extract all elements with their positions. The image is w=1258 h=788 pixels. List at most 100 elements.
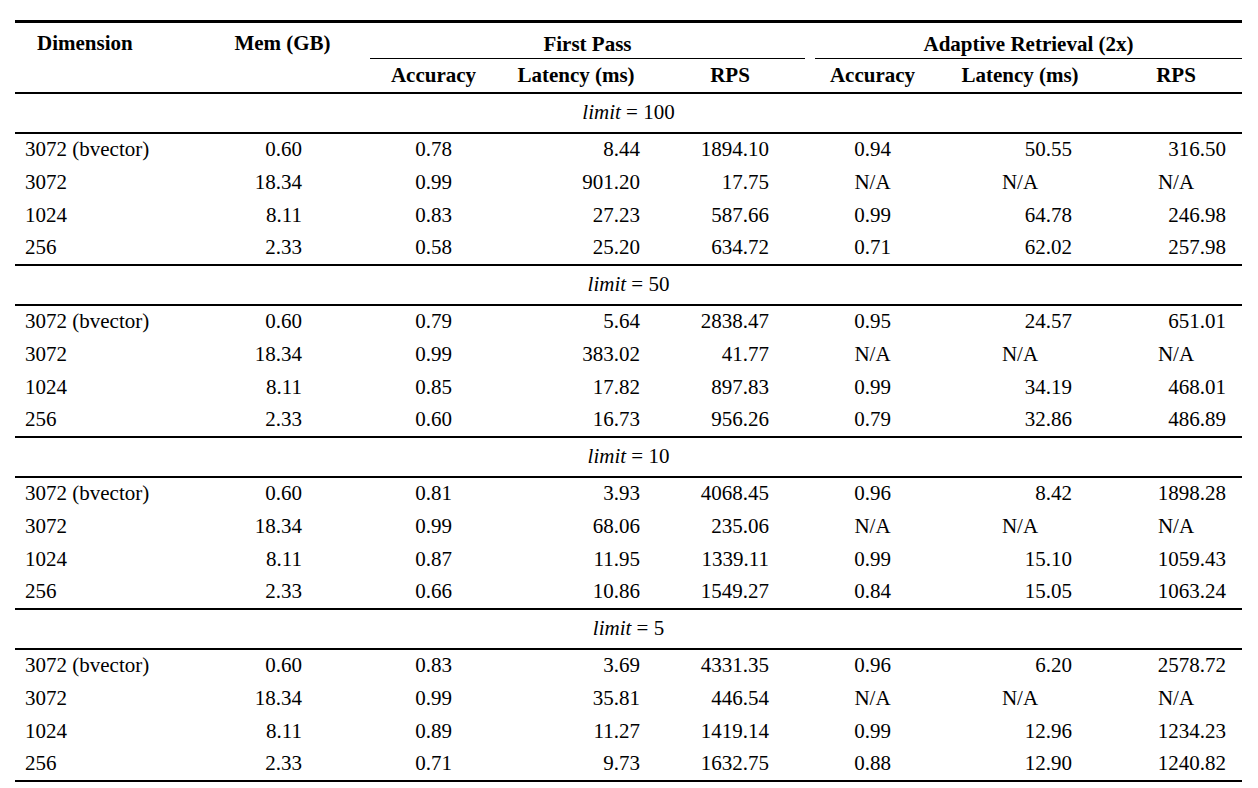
- value-cell: 1240.82: [1110, 748, 1242, 781]
- value-cell: 2578.72: [1110, 649, 1242, 682]
- value-cell: 3.69: [497, 649, 655, 682]
- value-cell: 27.23: [497, 199, 655, 232]
- value-cell: N/A: [815, 682, 930, 715]
- value-cell: 32.86: [930, 404, 1110, 437]
- table-row: 10248.110.8711.951339.110.9915.101059.43: [15, 543, 1242, 576]
- value-cell: 5.64: [497, 305, 655, 338]
- table-row: 10248.110.8517.82897.830.9934.19468.01: [15, 371, 1242, 404]
- table-row: 10248.110.8911.271419.140.9912.961234.23: [15, 715, 1242, 748]
- column-gap: [805, 404, 815, 437]
- value-cell: N/A: [1110, 510, 1242, 543]
- dimension-cell: 3072 (bvector): [15, 477, 195, 510]
- value-cell: 0.60: [195, 133, 370, 166]
- value-cell: 0.99: [815, 199, 930, 232]
- column-gap: [805, 649, 815, 682]
- limit-variable: limit: [593, 616, 632, 640]
- value-cell: 18.34: [195, 510, 370, 543]
- column-gap: [805, 232, 815, 265]
- value-cell: 0.71: [370, 748, 497, 781]
- value-cell: 897.83: [655, 371, 805, 404]
- value-cell: 12.90: [930, 748, 1110, 781]
- value-cell: 34.19: [930, 371, 1110, 404]
- limit-value: = 10: [631, 444, 669, 468]
- value-cell: 41.77: [655, 338, 805, 371]
- value-cell: 634.72: [655, 232, 805, 265]
- limit-variable: limit: [582, 100, 621, 124]
- value-cell: 0.99: [370, 338, 497, 371]
- col-header-ar-latency: Latency (ms): [930, 59, 1110, 93]
- value-cell: 2.33: [195, 232, 370, 265]
- value-cell: 0.99: [815, 715, 930, 748]
- section-label: limit = 50: [15, 265, 1242, 305]
- section-label-row: limit = 5: [15, 609, 1242, 649]
- group-header-first-pass: First Pass: [370, 22, 805, 59]
- value-cell: 1632.75: [655, 748, 805, 781]
- value-cell: 246.98: [1110, 199, 1242, 232]
- value-cell: 1063.24: [1110, 576, 1242, 609]
- value-cell: 18.34: [195, 166, 370, 199]
- col-header-ar-rps: RPS: [1110, 59, 1242, 93]
- value-cell: 0.60: [370, 404, 497, 437]
- value-cell: 62.02: [930, 232, 1110, 265]
- table-row: 2562.330.6610.861549.270.8415.051063.24: [15, 576, 1242, 609]
- column-gap: [805, 338, 815, 371]
- dimension-cell: 1024: [15, 543, 195, 576]
- table-row: 2562.330.6016.73956.260.7932.86486.89: [15, 404, 1242, 437]
- table-row: 2562.330.719.731632.750.8812.901240.82: [15, 748, 1242, 781]
- value-cell: 0.58: [370, 232, 497, 265]
- value-cell: N/A: [1110, 166, 1242, 199]
- value-cell: 0.83: [370, 649, 497, 682]
- value-cell: 383.02: [497, 338, 655, 371]
- value-cell: 11.27: [497, 715, 655, 748]
- column-gap: [805, 576, 815, 609]
- column-gap: [805, 133, 815, 166]
- value-cell: N/A: [815, 166, 930, 199]
- value-cell: 8.42: [930, 477, 1110, 510]
- dimension-cell: 3072: [15, 338, 195, 371]
- value-cell: 18.34: [195, 682, 370, 715]
- dimension-cell: 1024: [15, 371, 195, 404]
- benchmark-table: Dimension Mem (GB) First Pass Adaptive R…: [15, 20, 1242, 782]
- value-cell: 17.82: [497, 371, 655, 404]
- value-cell: 16.73: [497, 404, 655, 437]
- dimension-cell: 3072 (bvector): [15, 305, 195, 338]
- table-header: Dimension Mem (GB) First Pass Adaptive R…: [15, 22, 1242, 93]
- value-cell: 4068.45: [655, 477, 805, 510]
- table-row: 307218.340.9968.06235.06N/AN/AN/A: [15, 510, 1242, 543]
- value-cell: 0.81: [370, 477, 497, 510]
- value-cell: 0.89: [370, 715, 497, 748]
- table-row: 10248.110.8327.23587.660.9964.78246.98: [15, 199, 1242, 232]
- section-label-row: limit = 10: [15, 437, 1242, 477]
- value-cell: 12.96: [930, 715, 1110, 748]
- benchmark-table-container: Dimension Mem (GB) First Pass Adaptive R…: [15, 20, 1242, 782]
- column-gap: [805, 22, 815, 93]
- value-cell: 0.78: [370, 133, 497, 166]
- value-cell: N/A: [815, 510, 930, 543]
- value-cell: 8.11: [195, 199, 370, 232]
- table-row: 307218.340.99901.2017.75N/AN/AN/A: [15, 166, 1242, 199]
- value-cell: 0.71: [815, 232, 930, 265]
- value-cell: 68.06: [497, 510, 655, 543]
- value-cell: 0.88: [815, 748, 930, 781]
- value-cell: 1894.10: [655, 133, 805, 166]
- dimension-cell: 3072: [15, 682, 195, 715]
- value-cell: 2.33: [195, 748, 370, 781]
- value-cell: 257.98: [1110, 232, 1242, 265]
- value-cell: 235.06: [655, 510, 805, 543]
- value-cell: 15.10: [930, 543, 1110, 576]
- value-cell: 1419.14: [655, 715, 805, 748]
- value-cell: 18.34: [195, 338, 370, 371]
- value-cell: 0.87: [370, 543, 497, 576]
- value-cell: 0.99: [370, 682, 497, 715]
- value-cell: 8.11: [195, 371, 370, 404]
- dimension-cell: 256: [15, 232, 195, 265]
- section-label-row: limit = 50: [15, 265, 1242, 305]
- value-cell: 0.79: [815, 404, 930, 437]
- value-cell: N/A: [815, 338, 930, 371]
- value-cell: 0.79: [370, 305, 497, 338]
- value-cell: 0.96: [815, 477, 930, 510]
- value-cell: 2.33: [195, 576, 370, 609]
- value-cell: 8.11: [195, 715, 370, 748]
- section-label-row: limit = 100: [15, 93, 1242, 133]
- value-cell: 15.05: [930, 576, 1110, 609]
